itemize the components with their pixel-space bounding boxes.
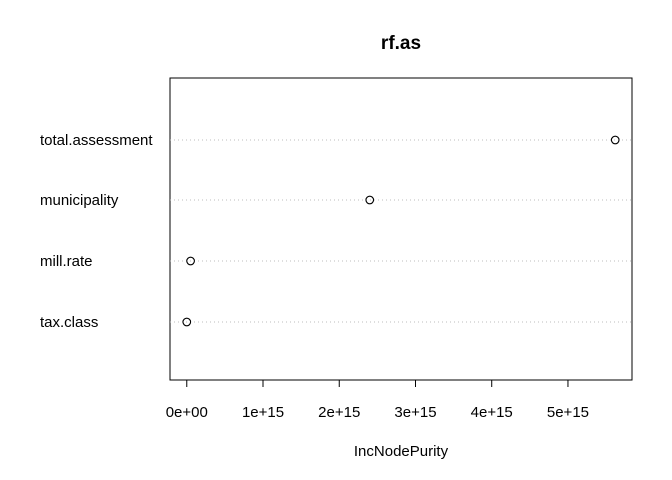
x-tick-label: 5e+15 (547, 404, 589, 421)
category-label: total.assessment (40, 132, 153, 149)
x-axis-label: IncNodePurity (354, 443, 449, 460)
x-axis: 0e+00 1e+15 2e+15 3e+15 4e+15 5e+15 (166, 379, 589, 421)
x-tick-label: 3e+15 (394, 404, 436, 421)
category-label: municipality (40, 192, 119, 209)
data-point-tax.class (182, 317, 192, 327)
category-labels: total.assessment municipality mill.rate tax… (40, 132, 153, 331)
data-point-municipality (365, 195, 375, 205)
x-tick-label: 4e+15 (471, 404, 513, 421)
category-label: mill.rate (40, 253, 93, 270)
category-label: tax.class (40, 314, 98, 331)
x-tick-label: 2e+15 (318, 404, 360, 421)
x-tick-label: 0e+00 (166, 404, 208, 421)
chart-title: rf.as (381, 33, 421, 54)
data-point-mill.rate (186, 256, 195, 266)
plot-frame (169, 77, 633, 381)
x-axis-ticks: 0e+00 1e+15 2e+15 3e+15 4e+15 5e+15 (166, 380, 589, 421)
grid-lines (170, 139, 632, 323)
x-tick-label: 1e+15 (242, 404, 284, 421)
data-points (182, 135, 620, 327)
data-point-total.assessment (610, 135, 620, 145)
